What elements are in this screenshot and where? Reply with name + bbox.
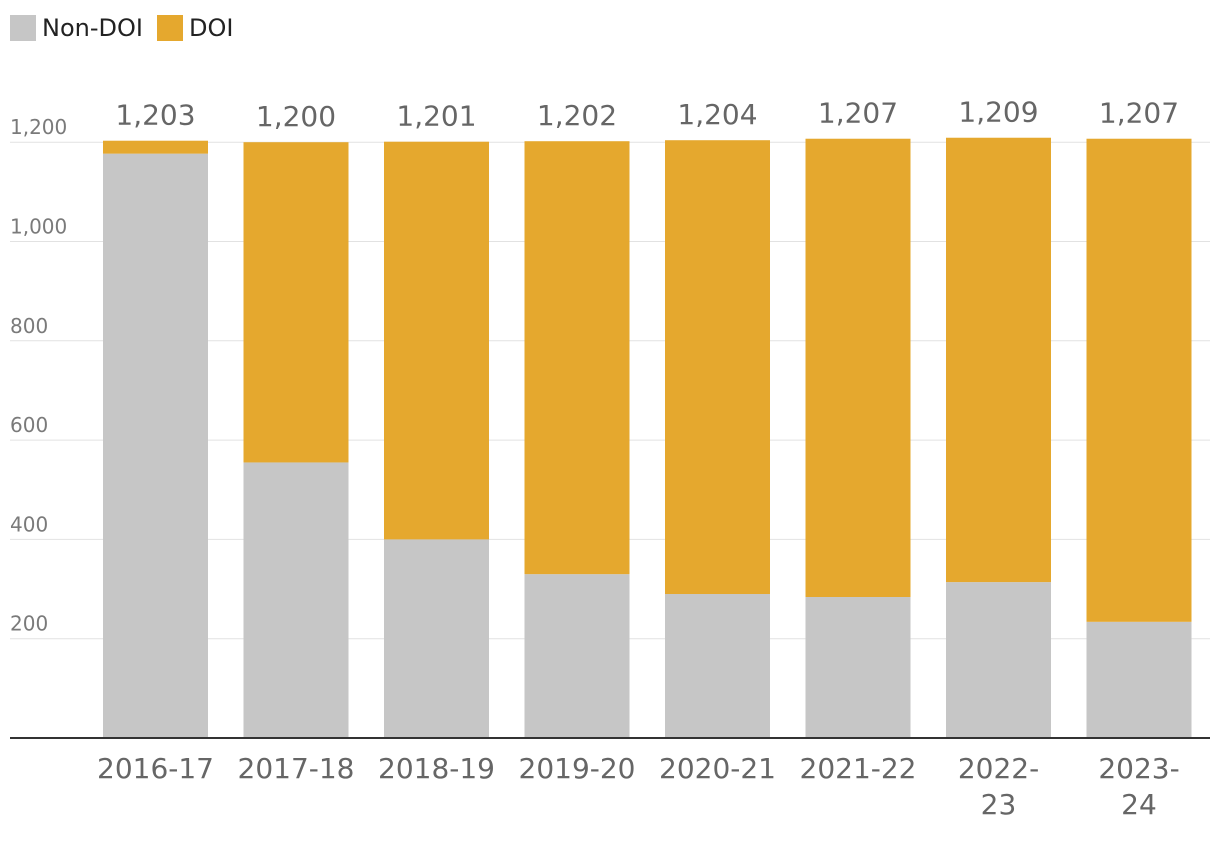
bar-total-label: 1,204 bbox=[677, 98, 757, 131]
legend: Non-DOI DOI bbox=[10, 14, 233, 42]
x-tick-label: 2018-19 bbox=[378, 752, 495, 785]
bar-total-label: 1,207 bbox=[1099, 97, 1179, 130]
bar-total-label: 1,201 bbox=[396, 100, 476, 133]
legend-item-doi: DOI bbox=[156, 14, 234, 42]
bar-total-label: 1,200 bbox=[256, 100, 336, 133]
bar-non-doi bbox=[103, 153, 208, 738]
bar-doi bbox=[103, 140, 208, 154]
bar-total-label: 1,209 bbox=[958, 96, 1038, 129]
y-tick-label: 600 bbox=[10, 413, 48, 437]
legend-swatch-doi bbox=[156, 15, 183, 41]
bar-total-label: 1,202 bbox=[537, 99, 617, 132]
legend-item-non-doi: Non-DOI bbox=[10, 14, 143, 42]
bar-non-doi bbox=[805, 596, 911, 738]
y-tick-label: 1,000 bbox=[10, 215, 67, 239]
x-tick-label: 2019-20 bbox=[519, 752, 636, 785]
legend-swatch-non-doi bbox=[10, 15, 36, 41]
bar-non-doi bbox=[243, 462, 349, 738]
bar-doi bbox=[243, 142, 349, 463]
bar-doi bbox=[524, 141, 630, 575]
bar-non-doi bbox=[1086, 621, 1192, 738]
bar-doi bbox=[665, 140, 770, 595]
bar-non-doi bbox=[524, 574, 630, 738]
bar-non-doi bbox=[946, 582, 1051, 738]
x-tick-label: 2020-21 bbox=[659, 752, 776, 785]
y-tick-label: 800 bbox=[10, 314, 48, 338]
bar-doi bbox=[1086, 138, 1192, 622]
legend-label-doi: DOI bbox=[188, 14, 234, 42]
x-tick-label: 2017-18 bbox=[238, 752, 355, 785]
bar-non-doi bbox=[384, 539, 489, 738]
x-tick-label: 2022-23 bbox=[958, 752, 1039, 821]
bar-doi bbox=[805, 138, 911, 597]
bar-doi bbox=[384, 141, 489, 540]
legend-label-non-doi: Non-DOI bbox=[42, 14, 143, 42]
bar-non-doi bbox=[665, 594, 770, 738]
y-tick-label: 1,200 bbox=[10, 115, 67, 139]
bar-total-label: 1,207 bbox=[818, 97, 898, 130]
bar-doi bbox=[946, 137, 1051, 583]
bar-total-label: 1,203 bbox=[115, 99, 195, 132]
x-tick-label: 2021-22 bbox=[800, 752, 917, 785]
y-tick-label: 200 bbox=[10, 612, 48, 636]
x-tick-label: 2016-17 bbox=[97, 752, 214, 785]
x-tick-label: 2023-24 bbox=[1098, 752, 1179, 821]
y-tick-label: 400 bbox=[10, 512, 48, 536]
